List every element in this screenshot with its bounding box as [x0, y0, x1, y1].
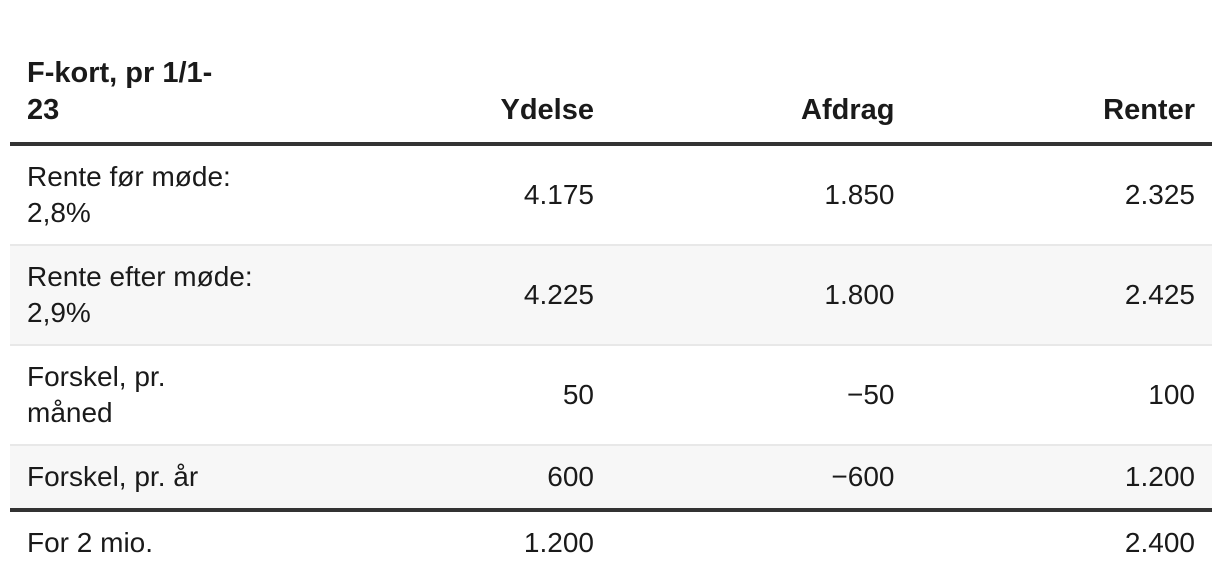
table-row-rente-efter-moede: Rente efter møde: 2,9% 4.225 1.800 2.425 — [10, 245, 1212, 345]
column-header-ydelse: Ydelse — [310, 0, 611, 146]
cell-afdrag: 1.850 — [824, 179, 895, 210]
cell-renter: 2.400 — [1124, 527, 1195, 558]
cell-ydelse: 600 — [547, 461, 594, 492]
header-row: F-kort, pr 1/1- 23 Ydelse Afdrag Renter — [10, 0, 1212, 146]
f-kort-table: F-kort, pr 1/1- 23 Ydelse Afdrag Renter … — [10, 0, 1212, 572]
table-body: Rente før møde: 2,8% 4.175 1.850 2.325 R… — [10, 144, 1212, 572]
cell-afdrag: −50 — [847, 379, 895, 410]
table-header: F-kort, pr 1/1- 23 Ydelse Afdrag Renter — [10, 0, 1212, 146]
table-row-forskel-pr-maaned: Forskel, pr. måned 50 −50 100 — [10, 345, 1212, 445]
row-label: For 2 mio. — [27, 527, 154, 558]
table-row-for-2-mio: For 2 mio. 1.200 2.400 — [10, 510, 1212, 572]
cell-ydelse: 50 — [562, 379, 594, 410]
table-row-forskel-pr-aar: Forskel, pr. år 600 −600 1.200 — [10, 445, 1212, 510]
cell-renter: 2.425 — [1124, 279, 1195, 310]
cell-renter: 2.325 — [1124, 179, 1195, 210]
table-title: F-kort, pr 1/1- 23 — [10, 0, 311, 146]
row-label: Forskel, pr. måned — [27, 361, 166, 428]
cell-ydelse: 4.175 — [523, 179, 594, 210]
cell-afdrag: −600 — [831, 461, 895, 492]
cell-renter: 1.200 — [1124, 461, 1195, 492]
row-label: Rente før møde: 2,8% — [27, 161, 231, 228]
cell-afdrag: 1.800 — [824, 279, 895, 310]
row-label: Forskel, pr. år — [27, 461, 199, 492]
f-kort-table-container: F-kort, pr 1/1- 23 Ydelse Afdrag Renter … — [10, 0, 1212, 572]
column-header-afdrag: Afdrag — [611, 0, 912, 146]
table-row-rente-foer-moede: Rente før møde: 2,8% 4.175 1.850 2.325 — [10, 144, 1212, 245]
cell-ydelse: 4.225 — [523, 279, 594, 310]
cell-renter: 100 — [1148, 379, 1195, 410]
column-header-renter: Renter — [911, 0, 1212, 146]
row-label: Rente efter møde: 2,9% — [27, 261, 253, 328]
cell-ydelse: 1.200 — [523, 527, 594, 558]
cell-afdrag — [611, 510, 912, 572]
